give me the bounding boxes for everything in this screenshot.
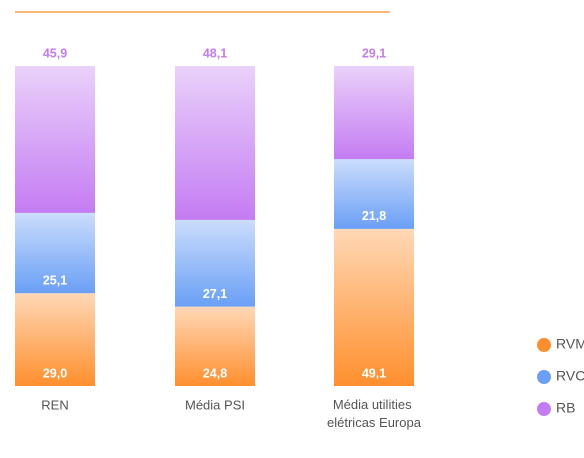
value-label: 49,1: [362, 366, 386, 380]
x-tick-label: REN: [41, 397, 68, 412]
value-label: 29,1: [362, 46, 386, 60]
legend-swatch: [537, 338, 551, 352]
bar-segment: [175, 66, 255, 220]
bar-segment: [15, 66, 95, 213]
value-label: 27,1: [203, 287, 227, 301]
legend-label: RVMP: [556, 336, 584, 352]
value-label: 24,8: [203, 366, 227, 380]
x-tick-label: Média utilities elétricas Europa: [327, 397, 422, 430]
bar-segment: [334, 66, 414, 160]
bar-segment: [15, 212, 95, 294]
value-label: 21,8: [362, 209, 386, 223]
value-label: 29,0: [43, 366, 67, 380]
value-label: 45,9: [43, 46, 67, 60]
legend-label: RVCP: [556, 368, 584, 384]
legend-swatch: [537, 370, 551, 384]
value-label: 25,1: [43, 273, 67, 287]
value-label: 48,1: [203, 46, 227, 60]
legend-swatch: [537, 402, 551, 416]
bar-segment: [175, 306, 255, 386]
bar-segment: [334, 228, 414, 386]
bar-segment: [15, 293, 95, 386]
bar-segment: [334, 159, 414, 229]
bar-segment: [175, 219, 255, 307]
x-tick-label: Média PSI: [185, 397, 245, 412]
legend-label: RB: [556, 400, 575, 416]
